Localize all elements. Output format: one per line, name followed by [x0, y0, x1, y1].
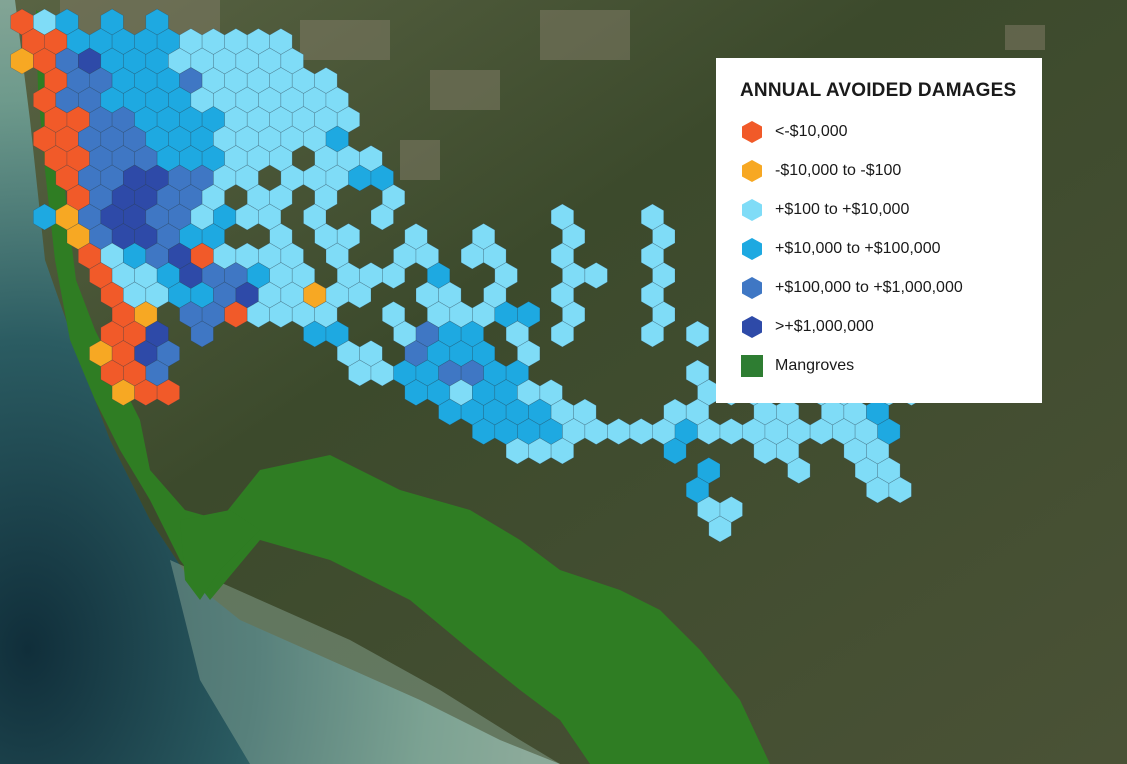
hexbin-cell — [888, 476, 912, 504]
legend-item: -$10,000 to -$100 — [740, 151, 1018, 190]
hexbin-cell — [190, 320, 214, 348]
hexagon-swatch-icon — [740, 198, 764, 222]
legend-item-label: +$100,000 to +$1,000,000 — [775, 278, 963, 296]
legend-item-label: +$100 to +$10,000 — [775, 200, 910, 218]
legend-item: Mangroves — [740, 346, 1018, 385]
square-swatch-icon — [741, 354, 763, 377]
hexagon-swatch-icon — [740, 237, 764, 261]
legend-item: >+$1,000,000 — [740, 307, 1018, 346]
hexbin-cell — [550, 437, 575, 465]
gulf-water — [0, 0, 560, 764]
hexagon-swatch-icon — [740, 120, 764, 144]
hexbin-cell — [584, 262, 608, 289]
hexagon-swatch-icon — [740, 159, 764, 183]
legend-item-label: -$10,000 to -$100 — [775, 161, 902, 179]
legend-item: +$10,000 to +$100,000 — [740, 229, 1018, 268]
legend-item-label: +$10,000 to +$100,000 — [775, 239, 941, 257]
legend-item: <-$10,000 — [740, 112, 1018, 151]
hexbin-cell — [708, 515, 732, 543]
hexagon-swatch-icon — [740, 315, 764, 339]
hexbin-cell — [685, 320, 710, 348]
hexbin-layer — [10, 8, 924, 543]
hexbin-cell — [156, 379, 180, 406]
mangrove-coverage — [36, 10, 770, 764]
legend-title: ANNUAL AVOIDED DAMAGES — [740, 80, 1017, 101]
hexbin-cell — [370, 203, 394, 231]
legend: ANNUAL AVOIDED DAMAGES <-$10,000 -$10,000… — [716, 58, 1042, 403]
hexbin-cell — [550, 320, 575, 348]
hexbin-cell — [640, 320, 665, 348]
hexbin-cell — [663, 437, 687, 465]
legend-item-label: Mangroves — [775, 356, 855, 374]
legend-item-label: >+$1,000,000 — [775, 317, 874, 335]
legend-item: +$100,000 to +$1,000,000 — [740, 268, 1018, 307]
hexbin-cell — [787, 457, 811, 484]
legend-item: +$100 to +$10,000 — [740, 190, 1018, 229]
gulf-water-shallows — [170, 560, 560, 764]
hexbin-cell — [381, 262, 406, 289]
urban-areas — [60, 0, 1045, 180]
hexbin-cell — [348, 281, 372, 309]
hexagon-swatch-icon — [740, 276, 764, 300]
legend-item-label: <-$10,000 — [775, 122, 848, 140]
legend-list: <-$10,000 -$10,000 to -$100 +$100 to +$10,… — [740, 112, 1018, 385]
